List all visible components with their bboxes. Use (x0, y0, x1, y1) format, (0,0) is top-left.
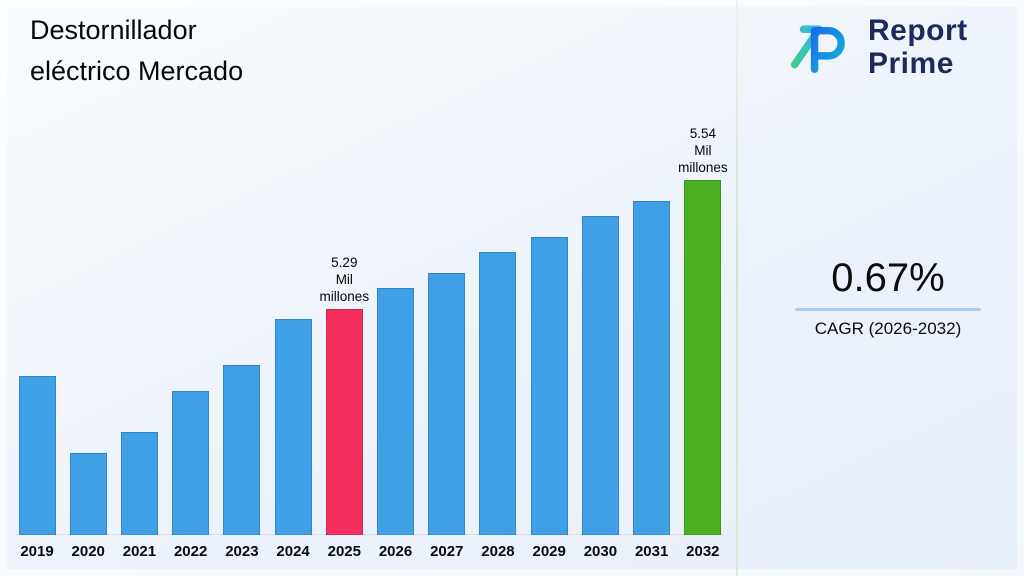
bar-cell-2031: 2031 (631, 201, 673, 562)
page-title: Destornillador eléctrico Mercado (30, 10, 243, 92)
bar-2024 (274, 319, 312, 535)
x-tick-2030: 2030 (583, 543, 618, 560)
x-tick-2032: 2032 (686, 543, 720, 560)
bar-2026 (377, 288, 415, 535)
report-prime-logo: Report Prime (782, 10, 968, 84)
bar-2020 (69, 453, 107, 535)
bar-cell-2021: 2021 (118, 432, 160, 562)
bar-annotation-2032: 5.54 Mil millones (678, 126, 728, 175)
vertical-divider (736, 0, 738, 576)
cagr-stat: 0.67% CAGR (2026-2032) (788, 256, 988, 339)
bar-cell-2022: 2022 (170, 391, 212, 562)
bar-cell-2028: 2028 (477, 252, 519, 562)
x-tick-2024: 2024 (276, 543, 310, 560)
bar-2030 (581, 216, 619, 535)
x-tick-2028: 2028 (481, 543, 515, 560)
cagr-value: 0.67% (831, 256, 945, 300)
x-tick-2026: 2026 (378, 543, 413, 560)
bar-cell-2025: 5.29 Mil millones 2025 (320, 254, 370, 562)
report-prime-logo-icon (790, 25, 845, 73)
bar-2021 (120, 432, 158, 535)
bar-cell-2019: 2019 (16, 376, 58, 562)
bar-cell-2020: 2020 (67, 453, 109, 562)
cagr-underline (795, 308, 981, 311)
report-prime-logo-text: Report Prime (868, 14, 968, 80)
bars-track: 2019 2020 2021 2022 2023 2024 5.29 Mil millones 2… (14, 112, 728, 562)
x-tick-2031: 2031 (634, 543, 669, 560)
bar-cell-2023: 2023 (221, 365, 263, 562)
logo-word-report: Report (868, 14, 968, 47)
x-tick-2029: 2029 (532, 543, 566, 560)
x-tick-2021: 2021 (122, 543, 157, 560)
bar-2023 (223, 365, 261, 535)
bar-cell-2029: 2029 (528, 237, 570, 562)
cagr-label: CAGR (2026-2032) (814, 319, 962, 338)
bar-2022 (172, 391, 210, 535)
page-title-line2: eléctrico Mercado (30, 56, 244, 86)
x-tick-2020: 2020 (71, 543, 105, 560)
bar-cell-2026: 2026 (375, 288, 417, 562)
bar-annotation-2025: 5.29 Mil millones (319, 255, 370, 304)
x-tick-2022: 2022 (173, 543, 208, 560)
bar-cell-2032: 5.54 Mil millones 2032 (678, 125, 728, 562)
bar-2025 (325, 309, 363, 535)
bar-2027 (428, 273, 466, 535)
bar-2032 (684, 180, 722, 535)
x-tick-2025: 2025 (327, 543, 361, 560)
bar-cell-2030: 2030 (579, 216, 621, 562)
bar-2019 (18, 376, 56, 535)
bar-2029 (530, 237, 568, 535)
bar-2031 (633, 201, 671, 535)
logo-word-prime: Prime (868, 47, 954, 80)
x-tick-2023: 2023 (225, 543, 259, 560)
bar-cell-2027: 2027 (426, 273, 468, 562)
x-tick-2019: 2019 (20, 543, 54, 560)
bar-cell-2024: 2024 (272, 319, 314, 562)
bar-2028 (479, 252, 517, 535)
bar-chart: 2019 2020 2021 2022 2023 2024 5.29 Mil millones 2… (14, 112, 728, 562)
x-tick-2027: 2027 (430, 543, 464, 560)
page-title-line1: Destornillador (30, 15, 197, 45)
